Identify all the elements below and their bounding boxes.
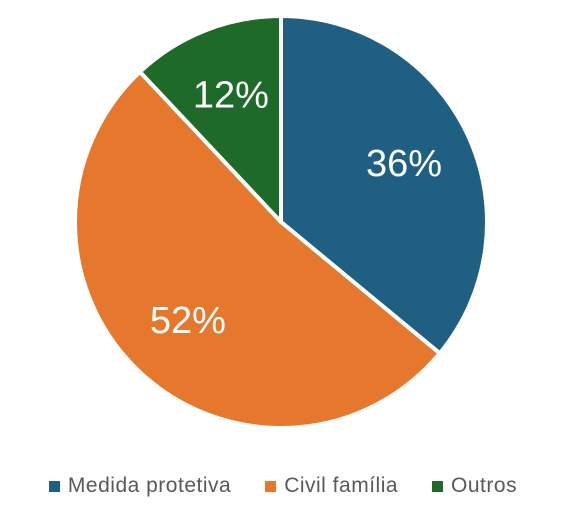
data-label-medida-protetiva: 36% (366, 143, 442, 185)
legend-item-civil-familia: Civil família (265, 474, 398, 498)
pie-slice-medida-protetiva (279, 14, 489, 356)
legend: Medida protetiva Civil família Outros (0, 474, 566, 498)
legend-label-medida-protetiva: Medida protetiva (67, 474, 232, 497)
pie-slices (73, 14, 489, 430)
pie-slice-civil-familia (73, 69, 442, 430)
legend-swatch-civil-familia (265, 480, 277, 492)
data-label-outros: 12% (193, 75, 269, 117)
legend-item-medida-protetiva: Medida protetiva (48, 474, 232, 498)
data-label-civil-familia: 52% (150, 300, 226, 342)
legend-swatch-medida-protetiva (48, 480, 60, 492)
legend-label-outros: Outros (451, 474, 518, 497)
legend-item-outros: Outros (432, 474, 517, 498)
pie-slice-outros (137, 14, 283, 224)
legend-swatch-outros (432, 480, 444, 492)
pie-chart: 36% 52% 12% (73, 14, 489, 430)
legend-label-civil-familia: Civil família (284, 474, 399, 497)
pie-labels: 36% 52% 12% (150, 75, 442, 343)
